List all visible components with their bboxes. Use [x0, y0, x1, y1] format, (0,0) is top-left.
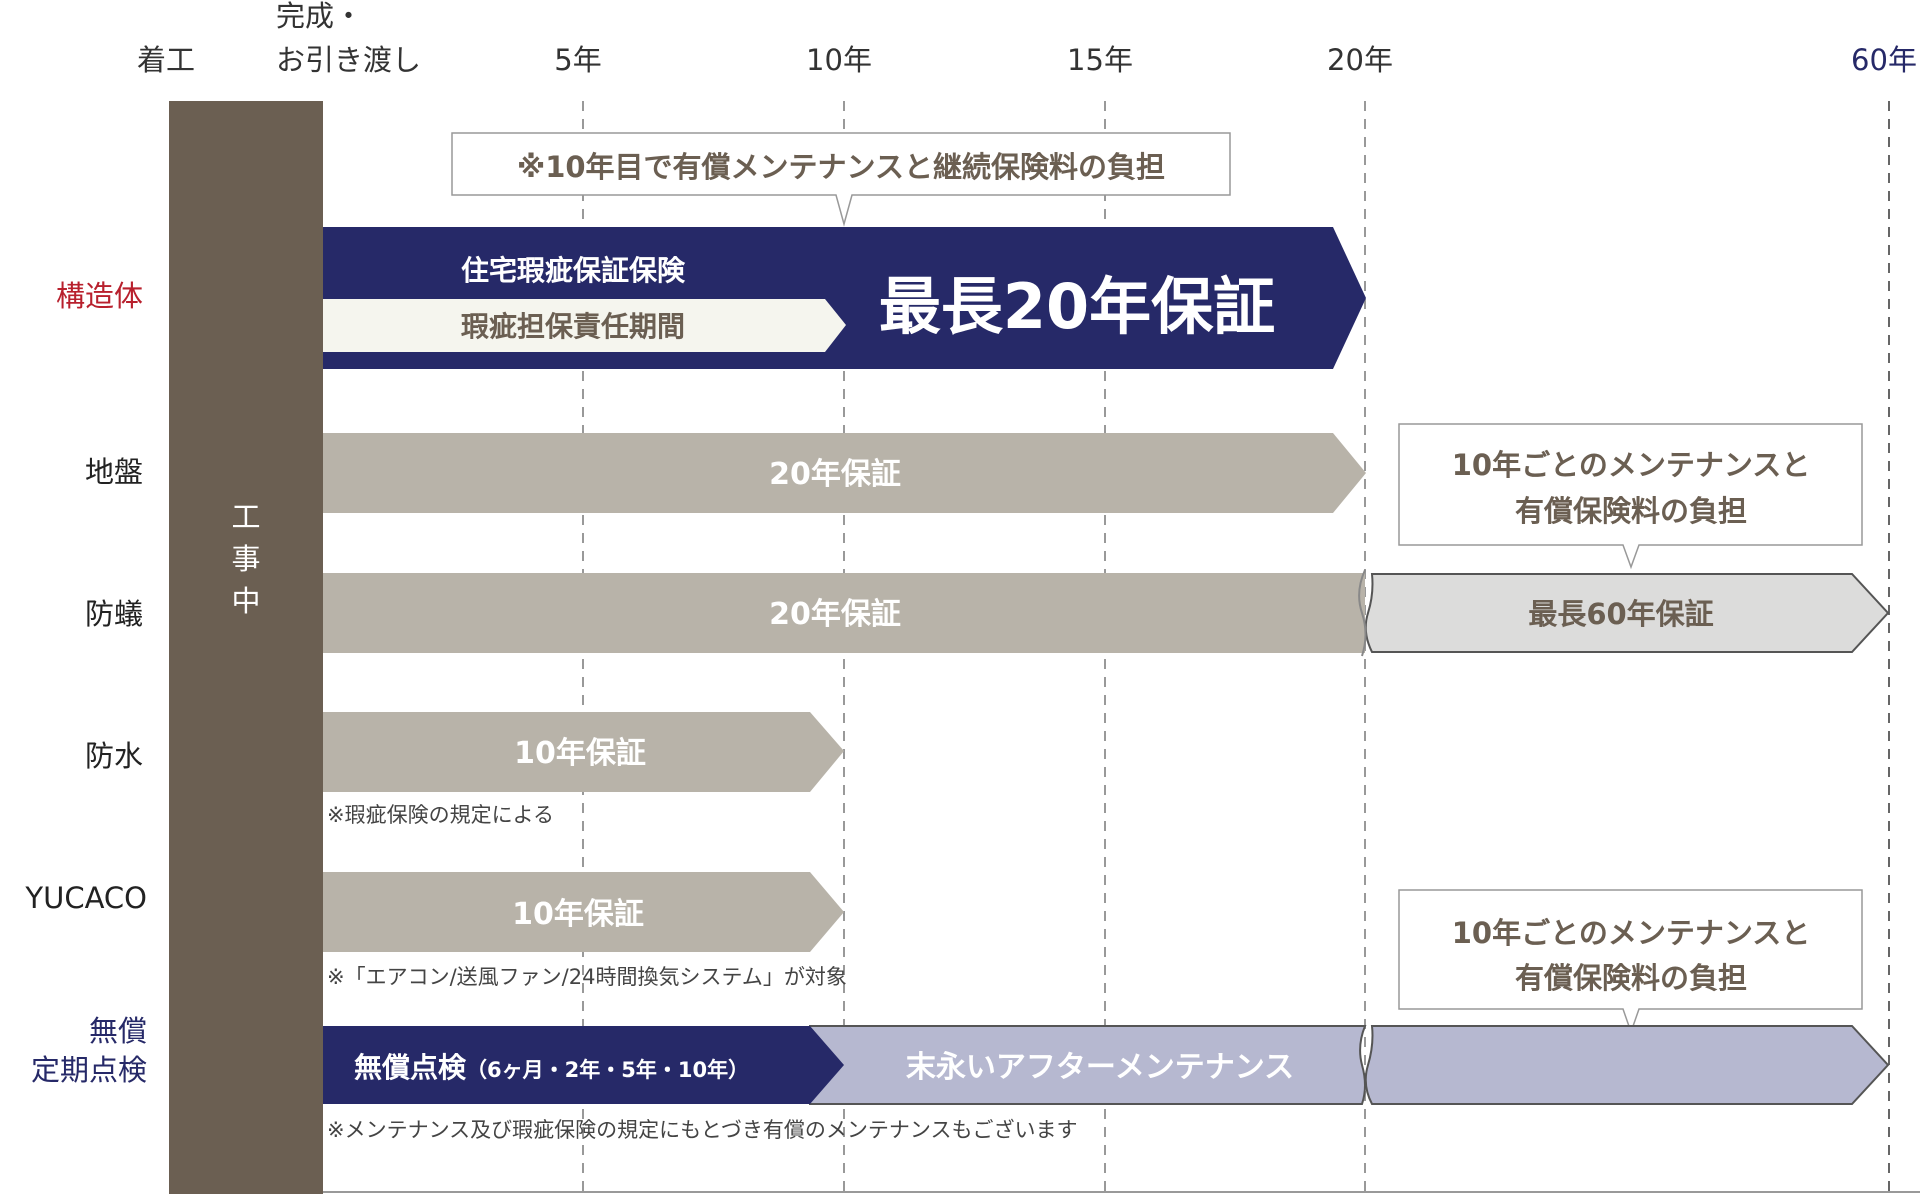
- after-maintenance-extended-bar: [1364, 1025, 1890, 1105]
- header-10y: 10年: [806, 43, 872, 77]
- free-inspection-label: 無償点検（6ヶ月・2年・5年・10年）: [354, 1051, 749, 1084]
- svg-text:中: 中: [231, 584, 260, 618]
- construction-period-bar: [169, 101, 323, 1194]
- yucaco-note: ※「エアコン/送風ファン/24時間換気システム」が対象: [327, 965, 847, 989]
- termite-warranty-bar: [323, 573, 1365, 653]
- header-15y: 15年: [1067, 43, 1133, 77]
- row-label-structure: 構造体: [56, 279, 143, 313]
- header-5y: 5年: [554, 43, 601, 77]
- liability-label: 瑕疵担保責任期間: [461, 310, 685, 343]
- structure-callout-text: ※10年目で有償メンテナンスと継続保険料の負担: [517, 150, 1165, 184]
- row-label-waterproof: 防水: [85, 739, 143, 773]
- inspection-callout: [1398, 889, 1863, 1035]
- ground-warranty-bar: [323, 433, 1366, 513]
- termite-callout-line1: 10年ごとのメンテナンスと: [1452, 448, 1811, 482]
- construction-label: 工 事 中: [231, 500, 260, 618]
- ground-bar-label: 20年保証: [769, 457, 901, 492]
- header-completion-2: お引き渡し: [276, 43, 421, 77]
- break-mark: [1358, 569, 1367, 657]
- row-label-inspection-2: 定期点検: [31, 1053, 147, 1087]
- inspection-callout-line2: 有償保険料の負担: [1515, 961, 1747, 995]
- termite-callout-line2: 有償保険料の負担: [1515, 494, 1747, 528]
- row-label-yucaco: YUCACO: [24, 881, 147, 915]
- waterproof-bar-label: 10年保証: [514, 736, 646, 771]
- yucaco-bar-label: 10年保証: [512, 897, 644, 932]
- row-label-inspection-1: 無償: [89, 1014, 147, 1048]
- termite-extended-bar: [1364, 573, 1890, 653]
- row-label-ground: 地盤: [85, 455, 143, 489]
- svg-text:事: 事: [231, 542, 260, 576]
- row-label-termite: 防蟻: [85, 597, 143, 631]
- header-20y: 20年: [1327, 43, 1393, 77]
- header-start: 着工: [137, 43, 195, 77]
- structure-main-label: 最長20年保証: [879, 270, 1275, 343]
- after-maintenance-bar: [809, 1025, 1367, 1105]
- inspection-note: ※メンテナンス及び瑕疵保険の規定にもとづき有償のメンテナンスもございます: [327, 1118, 1078, 1142]
- structure-callout: [451, 132, 1231, 227]
- inspection-callout-line1: 10年ごとのメンテナンスと: [1452, 916, 1811, 950]
- yucaco-warranty-bar: [323, 872, 844, 952]
- insurance-label: 住宅瑕疵保証保険: [461, 254, 686, 287]
- header-completion-1: 完成・: [276, 0, 363, 33]
- termite-bar-label: 20年保証: [769, 597, 901, 632]
- after-maintenance-label: 末永いアフターメンテナンス: [906, 1050, 1294, 1085]
- termite-extended-label: 最長60年保証: [1528, 597, 1713, 631]
- termite-callout: [1398, 423, 1863, 570]
- svg-text:工: 工: [231, 500, 260, 534]
- free-inspection-bar: [323, 1026, 844, 1104]
- header-60y: 60年: [1851, 43, 1917, 77]
- waterproof-warranty-bar: [323, 712, 844, 792]
- liability-period-bar: [323, 299, 846, 352]
- waterproof-note: ※瑕疵保険の規定による: [327, 803, 554, 827]
